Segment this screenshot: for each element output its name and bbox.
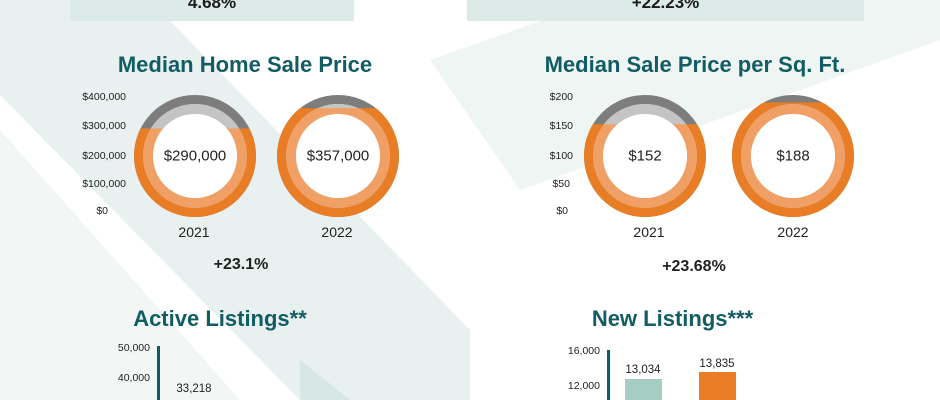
year-label-2021: 2021: [633, 224, 665, 240]
change-sale-price-per-sqft: +23.68%: [662, 258, 726, 275]
donut-filled-inner-band: [593, 124, 697, 208]
donut-filled-inner-band: [143, 128, 247, 208]
donut-center: [153, 114, 237, 198]
donut-value-label: $290,000: [163, 147, 227, 165]
y-tick-label: $200,000: [82, 150, 126, 162]
bar-value-label: 13,034: [625, 364, 661, 376]
donut-value-label: $152: [628, 147, 662, 165]
y-tick-label: $400,000: [82, 91, 126, 103]
donut-graphic: [732, 95, 854, 217]
y-tick-label: $0: [556, 205, 568, 217]
summary-box-right: +22.23%: [467, 0, 864, 21]
donut-2021-median-home-sale-price: $290,000: [133, 94, 257, 218]
y-tick-label: $300,000: [82, 120, 126, 132]
donut-filled-ring: [134, 128, 256, 217]
chart-title-active-listings: Active Listings**: [133, 306, 307, 331]
donut-value-label: $188: [776, 147, 810, 165]
change-median-home-sale-price: +23.1%: [213, 256, 269, 273]
donut-graphic: [134, 95, 256, 217]
chart-title-median-sale-price-per-sqft: Median Sale Price per Sq. Ft.: [544, 52, 846, 77]
y-tick-label: $50: [552, 178, 570, 190]
donut-value-label: $357,000: [306, 147, 370, 165]
y-tick-label: 50,000: [117, 342, 150, 354]
y-tick-label: $200: [549, 91, 573, 103]
donut-center: [296, 114, 380, 198]
donut-2022-sale-price-per-sqft: $188: [731, 94, 855, 218]
year-label-2022: 2022: [777, 224, 809, 240]
summary-box-left: 4.68%: [70, 0, 354, 21]
y-axis-line-active-listings: [157, 346, 160, 400]
donut-graphic: [277, 95, 399, 217]
y-tick-label: 16,000: [567, 345, 600, 357]
bar-value-label: 33,218: [176, 383, 212, 395]
bar-new-listings-1: [625, 378, 662, 400]
bar-new-listings-2: [699, 371, 736, 400]
y-tick-label: 40,000: [117, 372, 150, 384]
summary-box-right-text: +22.23%: [631, 0, 700, 12]
chart-title-median-home-sale-price: Median Home Sale Price: [117, 52, 373, 77]
summary-box-left-text: 4.68%: [187, 0, 237, 12]
y-axis-line-new-listings: [607, 350, 610, 400]
year-label-2022: 2022: [321, 224, 353, 240]
donut-center: [751, 114, 835, 198]
y-tick-label: $100,000: [82, 178, 126, 190]
donut-center: [603, 114, 687, 198]
donut-filled-ring: [584, 124, 706, 217]
y-tick-label: $150: [549, 120, 573, 132]
year-label-2021: 2021: [178, 224, 210, 240]
y-tick-label: 12,000: [567, 380, 600, 392]
donut-graphic: [584, 95, 706, 217]
chart-title-new-listings: New Listings***: [591, 306, 754, 331]
donut-2021-sale-price-per-sqft: $152: [583, 94, 707, 218]
y-tick-label: $100: [549, 150, 573, 162]
bar-value-label: 13,835: [699, 358, 735, 370]
y-tick-label: $0: [96, 205, 108, 217]
donut-2022-median-home-sale-price: $357,000: [276, 94, 400, 218]
